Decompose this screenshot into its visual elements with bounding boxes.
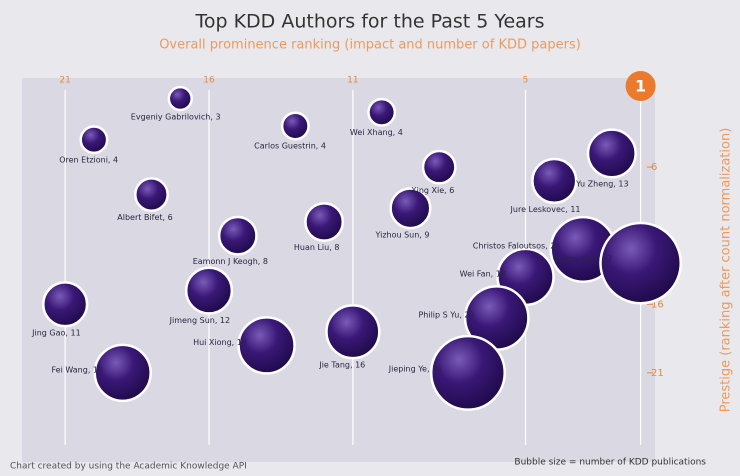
bubble bbox=[134, 177, 169, 212]
size-note: Bubble size = number of KDD publications bbox=[514, 458, 706, 468]
bubble-label: Christos Faloutsos, 24 bbox=[473, 242, 561, 251]
y-tick-label: 6 bbox=[651, 162, 657, 173]
bubble bbox=[586, 128, 637, 179]
bubble-label: Oren Etzioni, 4 bbox=[59, 155, 118, 164]
bubble bbox=[79, 125, 109, 155]
bubble bbox=[304, 202, 345, 242]
bubble bbox=[325, 304, 381, 360]
bubble-label: Xing Xie, 6 bbox=[411, 186, 454, 195]
top-rank-badge bbox=[625, 71, 656, 101]
x-tick-label: 21 bbox=[59, 76, 70, 86]
bubble-label: Jing Gao, 11 bbox=[31, 329, 81, 338]
subtitle: Overall prominence ranking (impact and n… bbox=[159, 38, 581, 53]
bubble-label: Albert Bifet, 6 bbox=[117, 213, 172, 222]
bubble-label: Wei Xhang, 4 bbox=[350, 128, 403, 137]
x-tick-label: 1 bbox=[635, 77, 646, 96]
bubble-label: Jiawei Han, 37 bbox=[555, 255, 613, 264]
bubble-label: Yu Zheng, 13 bbox=[575, 180, 628, 189]
bubble-label: Fei Wang, 18 bbox=[52, 366, 104, 375]
x-tick-label: 5 bbox=[523, 76, 529, 86]
bubble bbox=[42, 281, 89, 328]
x-tick-label: 16 bbox=[203, 76, 215, 86]
bubble bbox=[184, 266, 234, 315]
bubble bbox=[237, 316, 296, 375]
y-axis-label: Prestige (ranking after count normalizat… bbox=[719, 128, 734, 413]
bubble bbox=[167, 85, 193, 112]
bubble-label: Jure Leskovec, 11 bbox=[510, 205, 581, 214]
bubble-label: Jimeng Sun, 12 bbox=[169, 316, 230, 325]
bubble-label: Carlos Guestrin, 4 bbox=[254, 142, 326, 151]
y-tick-label: 16 bbox=[651, 299, 664, 310]
bubble-label: Philip S Yu, 23 bbox=[418, 310, 474, 319]
chart-title: Top KDD Authors for the Past 5 Years bbox=[194, 11, 544, 33]
bubble-label: Jieping Ye, 31 bbox=[388, 365, 443, 374]
y-tick-label: 21 bbox=[651, 368, 664, 379]
bubble bbox=[367, 97, 397, 127]
bubble bbox=[531, 157, 578, 204]
bubble-label: Wei Fan, 18 bbox=[460, 270, 506, 279]
bubble bbox=[93, 343, 152, 403]
bubble-label: Hui Xiong, 18 bbox=[193, 338, 247, 347]
bubble-label: Eamonn J Keogh, 8 bbox=[193, 257, 268, 266]
bubble bbox=[280, 111, 310, 141]
x-tick-label: 11 bbox=[347, 76, 358, 86]
bubble-label: Huan Liu, 8 bbox=[294, 243, 340, 252]
bubble-label: Yizhou Sun, 9 bbox=[375, 231, 430, 240]
bubble bbox=[429, 334, 506, 411]
bubble bbox=[599, 221, 683, 305]
bubble bbox=[217, 215, 258, 256]
bubble-label: Jie Tang, 16 bbox=[318, 361, 365, 370]
bubble bbox=[421, 149, 457, 185]
source-note: Chart created by using the Academic Know… bbox=[10, 462, 247, 472]
bubble-label: Evgeniy Gabrilovich, 3 bbox=[131, 113, 221, 122]
bubble bbox=[389, 187, 432, 230]
